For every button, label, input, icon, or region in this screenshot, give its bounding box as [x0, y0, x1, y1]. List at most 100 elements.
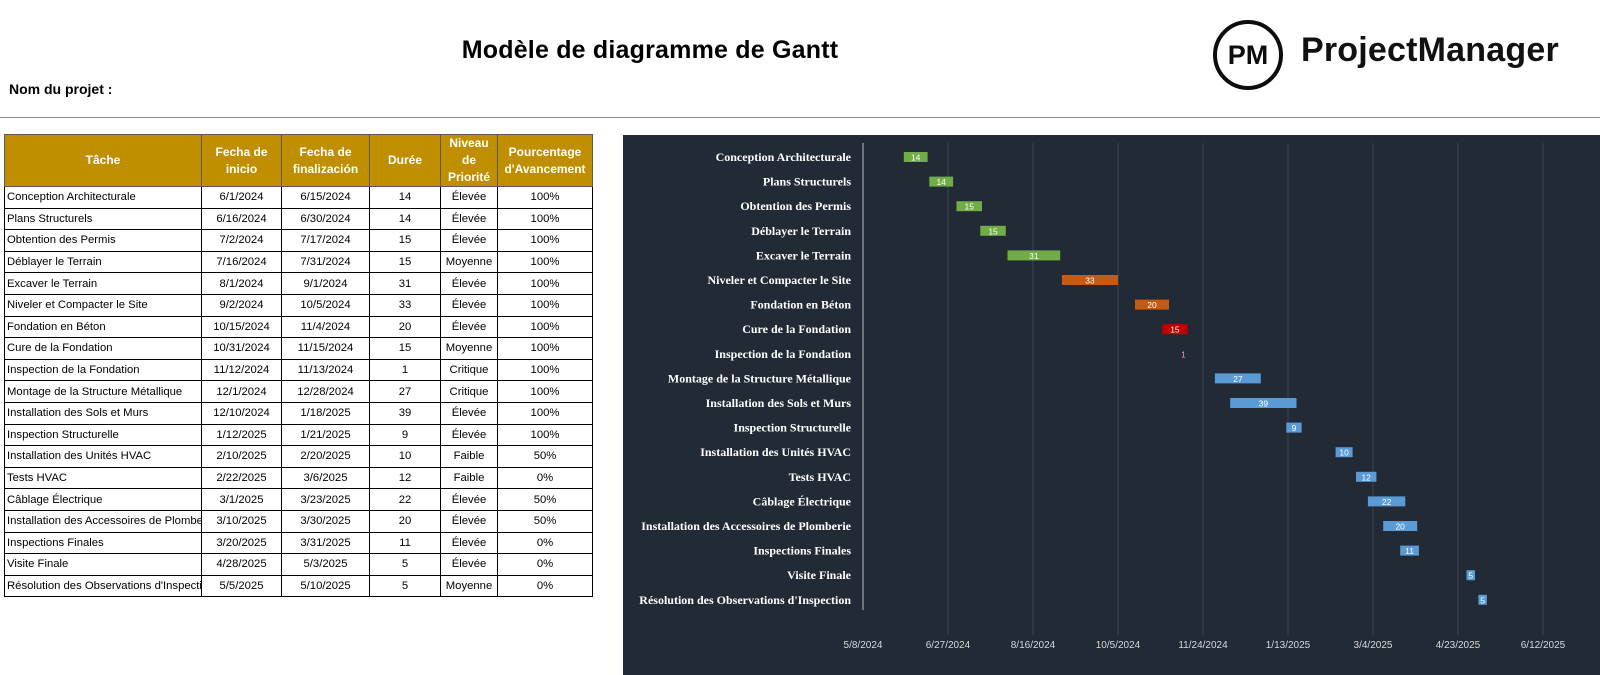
- cell-task[interactable]: Conception Architecturale: [4, 186, 202, 209]
- cell-progress[interactable]: 100%: [497, 401, 593, 425]
- cell-start-date[interactable]: 8/1/2024: [201, 272, 282, 295]
- cell-end-date[interactable]: 3/30/2025: [281, 509, 370, 533]
- cell-priority[interactable]: Élevée: [440, 315, 498, 339]
- cell-progress[interactable]: 0%: [497, 574, 593, 598]
- table-row[interactable]: Visite Finale 4/28/2025 5/3/2025 5 Élevée 0%: [4, 553, 593, 576]
- cell-end-date[interactable]: 6/30/2024: [281, 207, 370, 231]
- table-row[interactable]: Installation des Accessoires de Plomberi…: [4, 509, 593, 533]
- cell-priority[interactable]: Élevée: [440, 531, 498, 555]
- cell-task[interactable]: Visite Finale: [4, 553, 202, 576]
- cell-duration[interactable]: 27: [369, 380, 441, 403]
- cell-task[interactable]: Tests HVAC: [4, 466, 202, 490]
- cell-priority[interactable]: Moyenne: [440, 574, 498, 598]
- cell-start-date[interactable]: 11/12/2024: [201, 358, 282, 382]
- table-row[interactable]: Fondation en Béton 10/15/2024 11/4/2024 20 É…: [4, 315, 593, 339]
- cell-task[interactable]: Installation des Unités HVAC: [4, 445, 202, 468]
- table-row[interactable]: Montage de la Structure Métallique 12/1/2…: [4, 380, 593, 403]
- cell-priority[interactable]: Faible: [440, 466, 498, 490]
- table-row[interactable]: Plans Structurels 6/16/2024 6/30/2024 14 Éle…: [4, 207, 593, 231]
- cell-task[interactable]: Obtention des Permis: [4, 229, 202, 252]
- cell-progress[interactable]: 100%: [497, 229, 593, 252]
- cell-start-date[interactable]: 2/22/2025: [201, 466, 282, 490]
- cell-progress[interactable]: 100%: [497, 250, 593, 274]
- table-row[interactable]: Installation des Unités HVAC 2/10/2025 2/2…: [4, 445, 593, 468]
- cell-duration[interactable]: 9: [369, 423, 441, 447]
- cell-start-date[interactable]: 12/1/2024: [201, 380, 282, 403]
- cell-duration[interactable]: 20: [369, 315, 441, 339]
- cell-start-date[interactable]: 3/10/2025: [201, 509, 282, 533]
- cell-start-date[interactable]: 4/28/2025: [201, 553, 282, 576]
- cell-end-date[interactable]: 3/31/2025: [281, 531, 370, 555]
- cell-start-date[interactable]: 12/10/2024: [201, 401, 282, 425]
- table-row[interactable]: Résolution des Observations d'Inspection…: [4, 574, 593, 598]
- cell-priority[interactable]: Faible: [440, 445, 498, 468]
- cell-priority[interactable]: Élevée: [440, 509, 498, 533]
- cell-task[interactable]: Inspection Structurelle: [4, 423, 202, 447]
- header-task[interactable]: Tâche: [4, 134, 202, 187]
- cell-start-date[interactable]: 3/20/2025: [201, 531, 282, 555]
- cell-priority[interactable]: Élevée: [440, 272, 498, 295]
- cell-task[interactable]: Câblage Électrique: [4, 488, 202, 511]
- cell-progress[interactable]: 100%: [497, 272, 593, 295]
- cell-task[interactable]: Montage de la Structure Métallique: [4, 380, 202, 403]
- cell-duration[interactable]: 15: [369, 250, 441, 274]
- cell-duration[interactable]: 12: [369, 466, 441, 490]
- cell-duration[interactable]: 1: [369, 358, 441, 382]
- cell-priority[interactable]: Élevée: [440, 207, 498, 231]
- cell-duration[interactable]: 31: [369, 272, 441, 295]
- table-row[interactable]: Obtention des Permis 7/2/2024 7/17/2024 15 É…: [4, 229, 593, 252]
- cell-progress[interactable]: 0%: [497, 466, 593, 490]
- cell-task[interactable]: Cure de la Fondation: [4, 337, 202, 360]
- cell-progress[interactable]: 50%: [497, 445, 593, 468]
- cell-start-date[interactable]: 5/5/2025: [201, 574, 282, 598]
- cell-end-date[interactable]: 1/18/2025: [281, 401, 370, 425]
- table-row[interactable]: Excaver le Terrain 8/1/2024 9/1/2024 31 Élev…: [4, 272, 593, 295]
- cell-task[interactable]: Déblayer le Terrain: [4, 250, 202, 274]
- cell-progress[interactable]: 50%: [497, 488, 593, 511]
- cell-end-date[interactable]: 3/6/2025: [281, 466, 370, 490]
- cell-start-date[interactable]: 7/2/2024: [201, 229, 282, 252]
- cell-duration[interactable]: 5: [369, 553, 441, 576]
- cell-duration[interactable]: 15: [369, 337, 441, 360]
- cell-start-date[interactable]: 9/2/2024: [201, 293, 282, 317]
- cell-priority[interactable]: Moyenne: [440, 337, 498, 360]
- cell-progress[interactable]: 100%: [497, 293, 593, 317]
- cell-duration[interactable]: 14: [369, 207, 441, 231]
- cell-priority[interactable]: Critique: [440, 358, 498, 382]
- cell-priority[interactable]: Élevée: [440, 293, 498, 317]
- table-row[interactable]: Conception Architecturale 6/1/2024 6/15/20…: [4, 186, 593, 209]
- header-end-date[interactable]: Fecha de finalización: [281, 134, 370, 187]
- cell-progress[interactable]: 0%: [497, 531, 593, 555]
- cell-end-date[interactable]: 1/21/2025: [281, 423, 370, 447]
- cell-end-date[interactable]: 5/10/2025: [281, 574, 370, 598]
- table-row[interactable]: Inspection Structurelle 1/12/2025 1/21/202…: [4, 423, 593, 447]
- cell-task[interactable]: Niveler et Compacter le Site: [4, 293, 202, 317]
- cell-end-date[interactable]: 7/31/2024: [281, 250, 370, 274]
- cell-end-date[interactable]: 11/15/2024: [281, 337, 370, 360]
- cell-start-date[interactable]: 3/1/2025: [201, 488, 282, 511]
- cell-duration[interactable]: 14: [369, 186, 441, 209]
- cell-progress[interactable]: 100%: [497, 423, 593, 447]
- cell-end-date[interactable]: 7/17/2024: [281, 229, 370, 252]
- cell-task[interactable]: Fondation en Béton: [4, 315, 202, 339]
- cell-duration[interactable]: 15: [369, 229, 441, 252]
- table-row[interactable]: Niveler et Compacter le Site 9/2/2024 10/5…: [4, 293, 593, 317]
- cell-end-date[interactable]: 5/3/2025: [281, 553, 370, 576]
- cell-task[interactable]: Inspection de la Fondation: [4, 358, 202, 382]
- header-start-date[interactable]: Fecha de inicio: [201, 134, 282, 187]
- cell-duration[interactable]: 5: [369, 574, 441, 598]
- cell-start-date[interactable]: 10/31/2024: [201, 337, 282, 360]
- cell-progress[interactable]: 100%: [497, 186, 593, 209]
- cell-task[interactable]: Plans Structurels: [4, 207, 202, 231]
- cell-priority[interactable]: Élevée: [440, 423, 498, 447]
- header-priority[interactable]: Niveau de Priorité: [440, 134, 498, 187]
- cell-priority[interactable]: Moyenne: [440, 250, 498, 274]
- cell-end-date[interactable]: 11/13/2024: [281, 358, 370, 382]
- table-row[interactable]: Déblayer le Terrain 7/16/2024 7/31/2024 15 M…: [4, 250, 593, 274]
- cell-progress[interactable]: 100%: [497, 358, 593, 382]
- cell-priority[interactable]: Élevée: [440, 401, 498, 425]
- cell-priority[interactable]: Critique: [440, 380, 498, 403]
- cell-end-date[interactable]: 3/23/2025: [281, 488, 370, 511]
- header-progress[interactable]: Pourcentage d'Avancement: [497, 134, 593, 187]
- cell-progress[interactable]: 100%: [497, 207, 593, 231]
